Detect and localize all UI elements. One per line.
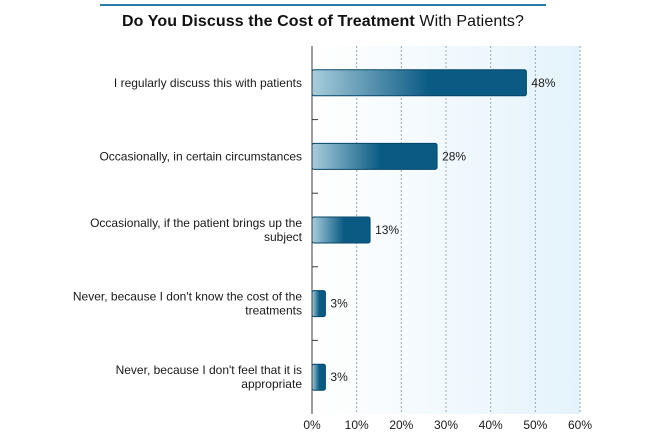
bar-value-label: 13% — [375, 223, 399, 237]
category-labels: I regularly discuss this with patients Oc… — [73, 76, 303, 391]
category-label: Never, because I don't feel that it is ap… — [116, 363, 303, 391]
category-label: Occasionally, in certain circumstances — [99, 149, 302, 163]
category-label: Never, because I don't know the cost of … — [73, 290, 302, 318]
x-axis: 0% 10% 20% 30% 40% 50% 60% — [303, 46, 592, 432]
chart-title: Do You Discuss the Cost of Treatment Wit… — [100, 4, 546, 38]
category-label: I regularly discuss this with patients — [114, 76, 302, 90]
bar-value-label: 48% — [531, 76, 555, 90]
x-tick-label: 0% — [303, 418, 321, 432]
bar — [311, 290, 326, 318]
bar — [311, 142, 438, 170]
x-tick-label: 60% — [568, 418, 592, 432]
grid-lines — [356, 46, 581, 414]
x-tick-label: 50% — [523, 418, 547, 432]
x-tick-label: 20% — [389, 418, 413, 432]
x-tick-label: 10% — [345, 418, 369, 432]
bar — [311, 363, 326, 391]
x-tick-label: 30% — [434, 418, 458, 432]
bar-value-label: 28% — [442, 149, 466, 163]
bar — [311, 216, 371, 244]
bar — [311, 69, 527, 97]
chart-title-bold: Do You Discuss the Cost of Treatment — [122, 13, 415, 30]
x-tick-label: 40% — [479, 418, 503, 432]
chart-title-regular: With Patients? — [419, 13, 524, 30]
category-label: Occasionally, if the patient brings up t… — [90, 216, 303, 244]
bar-value-label: 3% — [330, 297, 348, 311]
bar-value-label: 3% — [330, 370, 348, 384]
